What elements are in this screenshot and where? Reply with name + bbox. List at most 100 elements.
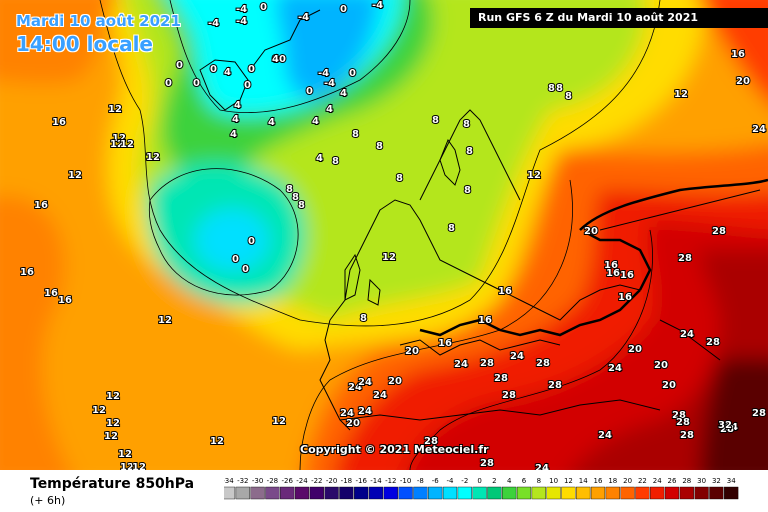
temp-label: 28 [678,253,692,264]
scale-tick: -24 [296,477,308,485]
temp-label: 0 [248,64,255,75]
temp-label: 0 [272,54,279,65]
scale-swatch [250,486,265,500]
scale-swatch [383,486,398,500]
scale-swatch [487,486,502,500]
temp-label: 8 [463,119,470,130]
scale-swatch [368,486,384,500]
scale-tick: -22 [311,477,322,485]
temp-label: 24 [348,382,362,393]
temp-label: -4 [236,4,247,15]
temp-label: 28 [548,380,562,391]
scale-swatch [472,486,487,500]
temp-label: 8 [448,223,455,234]
temp-label: 8 [565,91,572,102]
temp-label: 12 [210,436,224,447]
scale-tick: -12 [385,477,396,485]
temp-label: 12 [674,89,688,100]
scale-tick: -8 [417,477,424,485]
temp-label: 28 [706,337,720,348]
temp-label: 20 [654,360,668,371]
scale-swatch [590,486,606,500]
scale-swatch [679,486,694,500]
temp-label: 12 [106,391,120,402]
scale-swatch [280,486,295,500]
scale-tick: -4 [447,477,455,485]
temp-label: 4 [340,88,347,99]
scale-swatch [694,486,709,500]
variable-name: Température 850hPa [30,476,195,492]
temp-label: 12 [104,431,118,442]
temp-label: 24 [752,124,766,135]
temp-label: 32 [718,420,732,431]
temp-label: 24 [454,359,468,370]
scale-swatch [531,486,546,500]
temp-label: 12 [108,104,122,115]
temp-label: 28 [680,430,694,441]
temp-label: 28 [424,436,438,447]
temp-label: 8 [286,184,293,195]
borders [419,178,768,337]
scale-tick: -26 [281,477,293,485]
temp-label: -4 [324,78,335,89]
scale-tick: 4 [507,477,512,485]
temperature-map: -4 -4 -4 -4 -4 0 0 0 0 0 0 0 0 0 0 0 -4 -4 4 4 4 4 4 4 4 4 4 8 8 8 8 8 8… [0,0,768,470]
temp-label: 40 [272,54,286,65]
temp-label: 12 [92,405,106,416]
scale-swatch [664,486,680,500]
scale-tick: 6 [522,477,527,485]
temp-label: 20 [405,346,419,357]
temp-label: 24 [358,406,372,417]
temp-label: 24 [535,463,549,470]
temp-label: 0 [248,236,255,247]
temp-label: -4 [208,18,219,29]
temp-label: -4 [318,68,329,79]
temp-label: 20 [628,344,642,355]
scale-swatch [442,486,458,500]
scale-tick: 16 [594,477,603,485]
temp-label: 0 [349,68,356,79]
scale-swatch [413,486,428,500]
scale-swatch [339,486,354,500]
scale-swatch [235,486,250,500]
scale-swatch [309,486,324,500]
temp-label: 16 [498,286,512,297]
run-info: Run GFS 6 Z du Mardi 10 août 2021 [470,8,768,28]
scale-swatch [605,486,620,500]
temp-label: 4 [234,100,241,111]
temp-label: 12 [106,418,120,429]
temp-label: 12 [158,315,172,326]
temp-label: 28 [494,373,508,384]
scale-swatch [546,486,561,500]
temp-label: 16 [20,267,34,278]
temp-label: 4 [316,153,323,164]
isotherm-lines [99,0,661,470]
scale-tick: 8 [537,477,541,485]
scale-tick: -14 [370,477,382,485]
scale-swatch [457,486,472,500]
scale-tick: -20 [326,477,337,485]
temp-label: 12 [527,170,541,181]
temp-label: 0 [210,64,217,75]
temp-label: 28 [672,410,686,421]
temp-label: 12 [120,139,134,150]
temp-label: 16 [438,338,452,349]
temp-label: 8 [396,173,403,184]
temp-label: 16 [58,295,72,306]
temp-label: 28 [480,458,494,469]
scale-swatch [324,486,339,500]
scale-tick-labels: -34-32-30-28-26-24-22-20-18-16-14-12-10-… [224,477,736,485]
temp-label: 28 [536,358,550,369]
scale-tick: 10 [549,477,558,485]
scale-swatch [428,486,443,500]
temp-label: 16 [618,292,632,303]
temp-label: 12 [146,152,160,163]
temp-label: 24 [608,363,622,374]
temp-label: 16 [606,268,620,279]
temp-label: 0 [176,60,183,71]
scale-tick: 32 [712,477,721,485]
scale-tick: 26 [668,477,677,485]
temp-label: 4 [268,117,275,128]
temp-label: 12 [118,449,132,460]
temp-label: 4 [312,116,319,127]
